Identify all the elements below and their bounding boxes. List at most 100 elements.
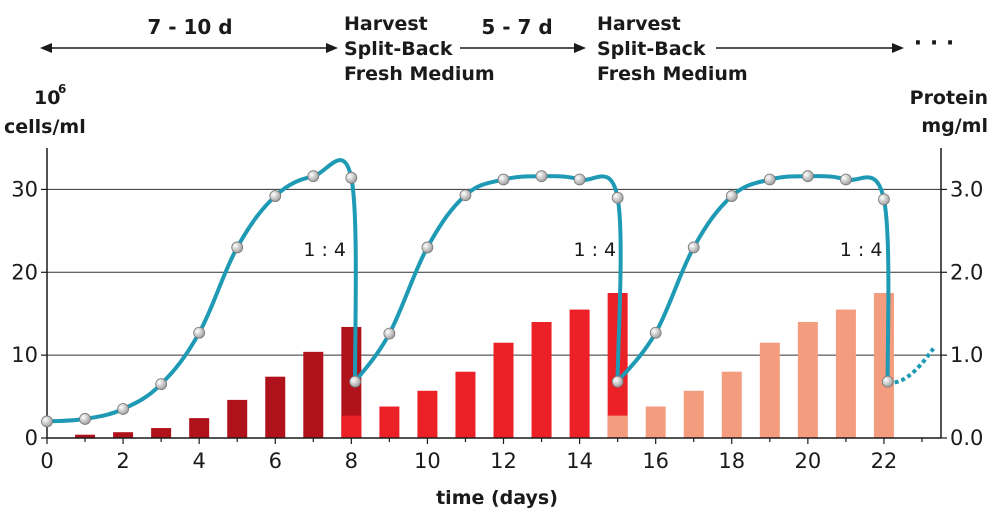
- cell-density-point: [497, 173, 510, 186]
- phase-label-2-line-1: Harvest: [344, 13, 428, 35]
- protein-bar-day-16: [645, 406, 666, 438]
- cell-density-point: [231, 241, 244, 254]
- timeline-arrowhead-2: [574, 43, 586, 53]
- cell-density-point: [725, 190, 738, 202]
- timeline-arrowhead-1-left: [40, 43, 52, 53]
- timeline-arrowhead-1-right: [326, 43, 338, 53]
- cell-density-point: [687, 241, 700, 254]
- protein-bar-day-12: [493, 342, 514, 438]
- protein-bar-day-8-new-culture: [341, 415, 362, 438]
- phase-label-4-line-1: Harvest: [597, 13, 681, 35]
- cell-density-point: [763, 173, 776, 186]
- cell-density-curve: [41, 158, 936, 428]
- y-right-tick-label: 0.0: [950, 426, 983, 450]
- x-tick-label: 16: [642, 449, 669, 473]
- phase-timeline: 7 - 10 d Harvest Split-Back Fresh Medium…: [40, 13, 954, 85]
- axes: [41, 148, 947, 444]
- y-left-title-base: 10: [34, 87, 60, 109]
- protein-bar-day-11: [455, 371, 476, 438]
- cell-density-point: [383, 327, 396, 340]
- protein-bar-day-14: [569, 309, 590, 438]
- x-tick-label: 2: [116, 449, 129, 473]
- cell-density-point: [155, 378, 168, 391]
- cell-density-point: [611, 191, 624, 204]
- split-ratio-label-2: 1 : 4: [573, 239, 616, 261]
- x-axis-title: time (days): [436, 487, 558, 509]
- protein-bar-day-22: [873, 293, 894, 438]
- cell-density-point: [41, 415, 53, 428]
- x-tick-label: 22: [871, 449, 898, 473]
- cell-density-point: [345, 171, 358, 184]
- y-left-tick-label: 20: [11, 260, 38, 284]
- y-right-tick-label: 2.0: [950, 260, 983, 284]
- x-tick-label: 8: [345, 449, 358, 473]
- cell-density-point: [307, 170, 320, 183]
- x-tick-label: 14: [566, 449, 593, 473]
- phase-label-2-line-2: Split-Back: [344, 38, 453, 60]
- protein-bar-day-20: [797, 322, 818, 438]
- phase-label-1: 7 - 10 d: [147, 15, 232, 39]
- cell-density-point: [801, 170, 814, 183]
- protein-bar-day-2: [113, 432, 134, 438]
- protein-bar-day-1: [75, 434, 96, 438]
- phase-label-3: 5 - 7 d: [481, 15, 552, 39]
- cell-density-point: [881, 375, 894, 388]
- phase-label-5: · · ·: [914, 31, 954, 56]
- y-left-tick-label: 30: [11, 177, 38, 201]
- protein-bar-day-13: [531, 322, 552, 438]
- phase-label-4: Harvest Split-Back Fresh Medium: [597, 13, 748, 85]
- protein-bar-day-9: [379, 406, 400, 438]
- protein-bar-day-7: [303, 351, 324, 438]
- cell-density-point: [611, 375, 624, 388]
- protein-bar-day-19: [759, 342, 780, 438]
- protein-bar-day-4: [189, 418, 210, 438]
- x-tick-label: 10: [414, 449, 441, 473]
- cell-density-point: [269, 190, 282, 202]
- protein-bar-day-18: [721, 371, 742, 438]
- x-tick-label: 6: [269, 449, 282, 473]
- y-left-title-unit: cells/ml: [4, 116, 86, 138]
- protein-bar-day-10: [417, 390, 438, 438]
- split-ratio-label-1: 1 : 4: [303, 239, 346, 261]
- split-ratio-label-3: 1 : 4: [840, 239, 883, 261]
- y-right-tick-label: 1.0: [950, 343, 983, 367]
- cell-density-point: [459, 189, 472, 202]
- y-right-title-line-1: Protein: [910, 87, 988, 109]
- x-tick-label: 12: [490, 449, 517, 473]
- cell-density-point: [839, 173, 852, 186]
- protein-bar-day-6: [265, 376, 286, 438]
- x-tick-label: 20: [794, 449, 821, 473]
- y-right-title-line-2: mg/ml: [921, 115, 988, 137]
- phase-label-4-line-2: Split-Back: [597, 38, 706, 60]
- protein-bar-day-5: [227, 399, 248, 438]
- protein-bar-day-15-new-culture: [607, 415, 628, 438]
- cell-density-point: [421, 241, 434, 254]
- protein-bars: [75, 293, 894, 438]
- phase-label-2-line-3: Fresh Medium: [344, 63, 495, 85]
- x-tick-label: 18: [718, 449, 745, 473]
- cell-density-point: [573, 173, 586, 186]
- split-ratio-labels: 1 : 4 1 : 4 1 : 4: [303, 239, 882, 261]
- x-tick-label: 0: [40, 449, 53, 473]
- protein-bar-day-3: [151, 428, 172, 438]
- y-left-tick-label: 10: [11, 343, 38, 367]
- protein-bar-day-17: [683, 390, 704, 438]
- cell-density-point: [878, 193, 890, 206]
- timeline-arrowhead-3: [892, 43, 904, 53]
- y-right-tick-label: 3.0: [950, 177, 983, 201]
- x-tick-label: 4: [192, 449, 205, 473]
- phase-label-2: Harvest Split-Back Fresh Medium: [344, 13, 495, 85]
- cell-density-point: [193, 326, 206, 339]
- cell-density-point: [535, 170, 548, 183]
- cell-density-point: [79, 413, 91, 425]
- y-left-tick-label: 0: [25, 426, 38, 450]
- cell-density-point: [649, 326, 662, 339]
- cell-density-line-continuation: [887, 347, 936, 385]
- y-left-title-exponent: 6: [58, 82, 66, 96]
- cell-density-point: [117, 403, 129, 415]
- tick-labels: 0 2 4 6 8 10 12 14 16 18 20 22 0 10 20 30 0.0 1.0 2.0 3.0: [11, 177, 983, 473]
- phase-label-4-line-3: Fresh Medium: [597, 63, 748, 85]
- cell-density-point: [349, 375, 362, 388]
- protein-bar-day-21: [835, 309, 856, 438]
